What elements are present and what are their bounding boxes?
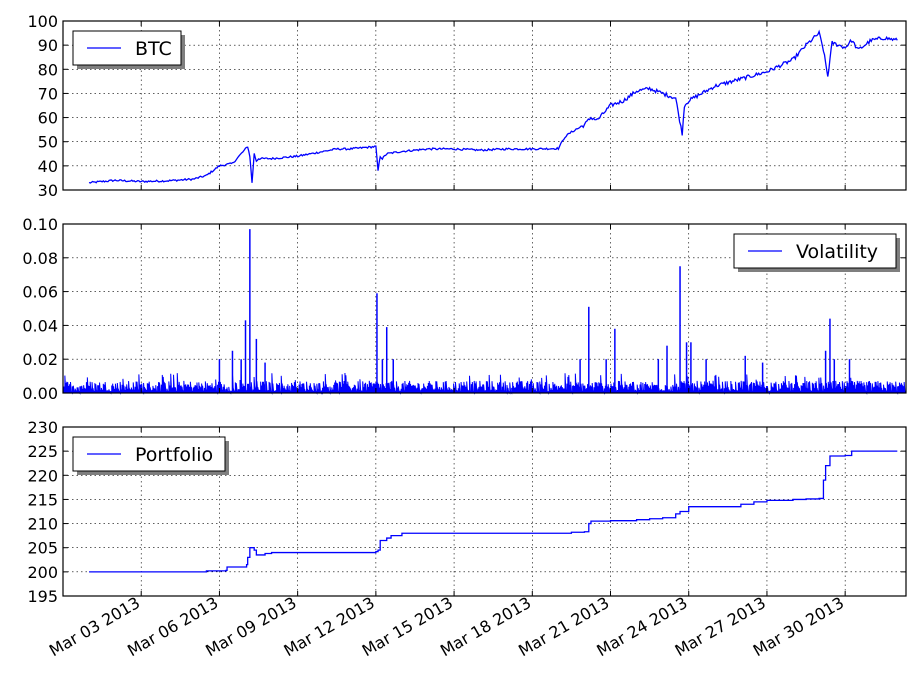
volatility-panel: 0.00 0.02 0.04 0.06 0.08 0.10 Volatility xyxy=(22,215,907,403)
y-tick-label: 60 xyxy=(38,109,58,128)
legend: Volatility xyxy=(733,233,900,272)
legend-label: Portfolio xyxy=(135,444,213,466)
y-tick-label: 30 xyxy=(38,181,58,200)
y-tick-label: 0.06 xyxy=(22,283,58,302)
btc-price-line xyxy=(88,29,898,184)
btc-price-panel: 30 40 50 60 70 80 90 100 BTC xyxy=(27,12,907,200)
y-tick-label: 0.02 xyxy=(22,350,58,369)
y-tick-label: 230 xyxy=(27,418,58,437)
portfolio-panel: 195 200 205 210 215 220 225 230 Portfolio xyxy=(27,418,907,606)
y-tick-label: 0.00 xyxy=(22,384,58,403)
legend: Portfolio xyxy=(72,436,229,475)
y-tick-label: 40 xyxy=(38,157,58,176)
volatility-noise-line xyxy=(62,373,907,395)
y-tick-label: 50 xyxy=(38,133,58,152)
y-tick-label: 210 xyxy=(27,515,58,534)
y-tick-label: 0.08 xyxy=(22,249,58,268)
y-tick-label: 90 xyxy=(38,36,58,55)
axes-frame xyxy=(62,20,907,191)
y-tick-label: 205 xyxy=(27,539,58,558)
axes-frame xyxy=(62,426,907,597)
legend-label: BTC xyxy=(135,38,172,60)
y-tick-label: 80 xyxy=(38,60,58,79)
portfolio-line xyxy=(89,450,898,573)
y-tick-label: 70 xyxy=(38,84,58,103)
y-tick-label: 100 xyxy=(27,12,58,31)
y-tick-label: 215 xyxy=(27,490,58,509)
axes-frame xyxy=(62,223,907,394)
legend: BTC xyxy=(72,30,185,69)
y-tick-label: 0.10 xyxy=(22,215,58,234)
y-tick-label: 200 xyxy=(27,563,58,582)
y-tick-label: 0.04 xyxy=(22,316,58,335)
legend-label: Volatility xyxy=(796,241,878,263)
y-tick-label: 225 xyxy=(27,442,58,461)
y-tick-label: 220 xyxy=(27,466,58,485)
y-tick-label: 195 xyxy=(27,587,58,606)
